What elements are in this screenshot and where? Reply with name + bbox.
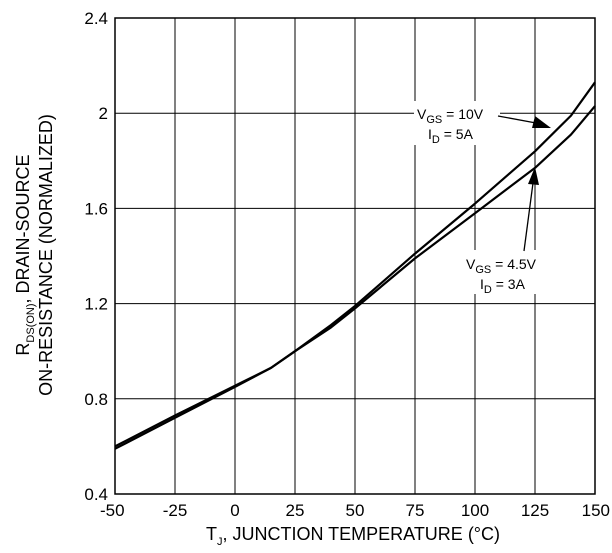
- y-tick-label: 2.4: [84, 9, 108, 28]
- series-lines: [114, 81, 596, 450]
- y-tick-label: 1.2: [84, 295, 108, 314]
- grid: [114, 17, 596, 495]
- annotation-1-line-2: ID = 5A: [428, 126, 474, 146]
- annotation-1-line-1: VGS = 10V: [417, 106, 484, 126]
- x-tick-label: -50: [100, 501, 125, 520]
- annotation-1-arrowhead: [532, 116, 551, 128]
- x-tick-label: 25: [286, 501, 305, 520]
- y-tick-label: 0.4: [84, 485, 108, 504]
- annotation-1-leader: [497, 115, 537, 124]
- annotation-bg-1: [414, 101, 500, 145]
- x-tick-label: 50: [346, 501, 365, 520]
- x-tick-label: 125: [521, 501, 549, 520]
- x-tick-label: 100: [461, 501, 489, 520]
- annotation-2-line-2: ID = 3A: [480, 276, 526, 296]
- y-axis-title-line-1: RDS(ON), DRAIN-SOURCE: [13, 154, 37, 355]
- annotation-2-line-1: VGS = 4.5V: [466, 256, 537, 276]
- x-tick-label: -25: [163, 501, 188, 520]
- annotation-bg-2: [462, 250, 554, 294]
- annotation-2-leader: [523, 182, 534, 252]
- y-tick-label: 0.8: [84, 390, 108, 409]
- x-axis-title: TJ, JUNCTION TEMPERATURE (°C): [206, 524, 500, 548]
- x-tick-label: 0: [230, 501, 239, 520]
- x-tick-label: 75: [406, 501, 425, 520]
- series-line-2: [114, 105, 596, 448]
- plot-frame: [114, 17, 596, 495]
- y-tick-labels: 0.4 0.8 1.2 1.6 2 2.4: [84, 9, 108, 504]
- y-axis-title-line-2: ON-RESISTANCE (NORMALIZED): [36, 114, 56, 396]
- x-tick-labels: -50 -25 0 25 50 75 100 125 150: [100, 501, 610, 520]
- series-line-1: [114, 81, 596, 450]
- y-tick-label: 2: [99, 104, 108, 123]
- y-tick-label: 1.6: [84, 199, 108, 218]
- annotation-2-arrowhead: [528, 167, 539, 185]
- x-tick-label: 150: [582, 501, 610, 520]
